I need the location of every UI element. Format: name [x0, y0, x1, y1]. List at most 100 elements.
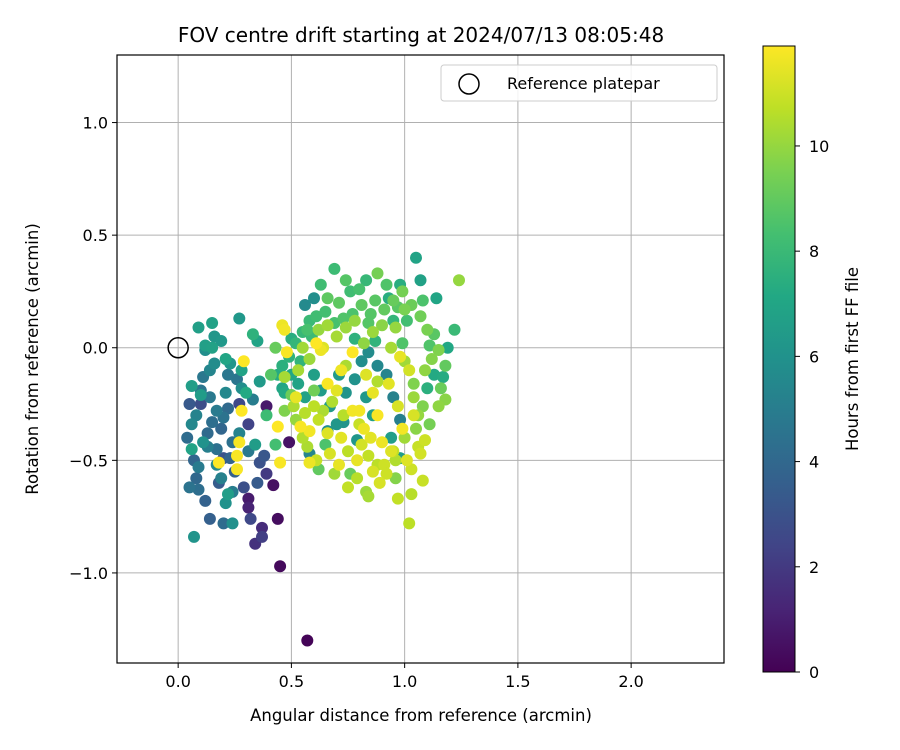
data-point: [360, 274, 373, 287]
reference-platepar-marker: [167, 336, 189, 359]
data-point: [421, 323, 434, 336]
data-point: [330, 418, 343, 431]
data-point: [346, 346, 359, 359]
data-point: [208, 357, 221, 370]
data-point: [244, 512, 257, 525]
data-point: [414, 274, 427, 287]
data-point: [233, 427, 246, 440]
data-point: [419, 434, 431, 447]
legend-open-circle-icon: [458, 73, 480, 95]
data-point: [210, 404, 223, 417]
data-point: [287, 400, 300, 413]
data-point: [226, 517, 239, 530]
colorbar-ticks: 0 2 4 6 8 10: [795, 137, 829, 682]
data-point: [206, 317, 219, 329]
data-point: [274, 456, 287, 469]
x-tick-label: 0.0: [165, 672, 190, 691]
data-point: [235, 404, 248, 417]
data-point: [299, 391, 311, 404]
data-point: [317, 404, 330, 417]
data-point: [437, 371, 450, 383]
data-point: [348, 373, 361, 386]
data-point: [188, 530, 200, 543]
data-point: [382, 377, 395, 390]
chart-title: FOV centre drift starting at 2024/07/13 …: [178, 23, 664, 47]
data-point: [222, 368, 234, 381]
data-point: [330, 330, 343, 343]
data-point: [394, 350, 407, 363]
y-tick-label: 0.0: [83, 339, 108, 358]
data-point: [194, 398, 207, 410]
data-point: [219, 386, 232, 399]
data-point: [271, 512, 284, 525]
data-point: [366, 326, 379, 338]
data-point: [405, 463, 418, 476]
data-point: [328, 467, 341, 480]
data-point: [312, 413, 325, 426]
data-point: [344, 285, 357, 298]
data-point: [389, 321, 402, 334]
data-point: [242, 501, 255, 514]
data-point: [366, 465, 379, 478]
colorbar-label: Hours from first FF file: [843, 267, 862, 451]
data-point: [237, 355, 250, 368]
y-axis-label: Rotation from reference (arcmin): [23, 223, 42, 495]
data-point: [380, 278, 393, 291]
data-point: [269, 438, 282, 451]
data-point: [371, 409, 384, 422]
data-point: [400, 314, 413, 327]
data-point: [289, 391, 302, 404]
data-point: [335, 431, 348, 444]
data-point: [348, 314, 361, 327]
data-point: [303, 425, 316, 438]
data-point: [185, 418, 198, 431]
data-point: [323, 447, 336, 460]
colorbar: [762, 45, 796, 673]
data-point: [385, 431, 398, 444]
data-point: [414, 447, 427, 460]
data-point: [203, 512, 216, 525]
data-point: [407, 391, 420, 404]
data-point: [237, 481, 250, 494]
data-point: [258, 449, 271, 462]
x-tick-label: 2.0: [618, 672, 643, 691]
data-point: [342, 481, 354, 494]
data-point: [453, 274, 465, 287]
x-tick-label: 1.5: [505, 672, 530, 691]
data-point: [416, 294, 429, 307]
colorbar-tick-label: 4: [809, 453, 819, 472]
data-point: [396, 422, 409, 435]
data-point: [235, 364, 248, 377]
data-point: [371, 375, 384, 388]
legend-box: [440, 64, 718, 102]
data-point: [391, 400, 404, 413]
data-point: [371, 359, 384, 372]
data-point: [249, 438, 262, 451]
data-point: [403, 517, 416, 530]
data-point: [190, 472, 203, 485]
data-point: [407, 409, 420, 422]
data-point: [423, 339, 436, 352]
data-point: [265, 368, 277, 381]
data-point: [373, 476, 386, 489]
data-point: [308, 400, 320, 413]
data-point: [319, 438, 332, 451]
data-point: [303, 456, 316, 469]
legend-entry-reference-platepar: Reference platepar: [507, 74, 660, 93]
data-point: [385, 341, 398, 354]
data-point: [219, 353, 232, 365]
y-tick-label: 1.0: [83, 114, 108, 133]
data-point: [416, 400, 429, 413]
data-point: [400, 454, 413, 467]
data-point: [251, 476, 264, 489]
data-point: [246, 328, 259, 341]
data-point: [321, 319, 334, 332]
data-point: [310, 337, 323, 350]
data-point: [419, 364, 431, 377]
data-point: [256, 530, 268, 543]
data-point: [360, 368, 373, 381]
data-point: [260, 409, 273, 422]
data-point: [337, 409, 350, 422]
data-point: [425, 353, 438, 365]
